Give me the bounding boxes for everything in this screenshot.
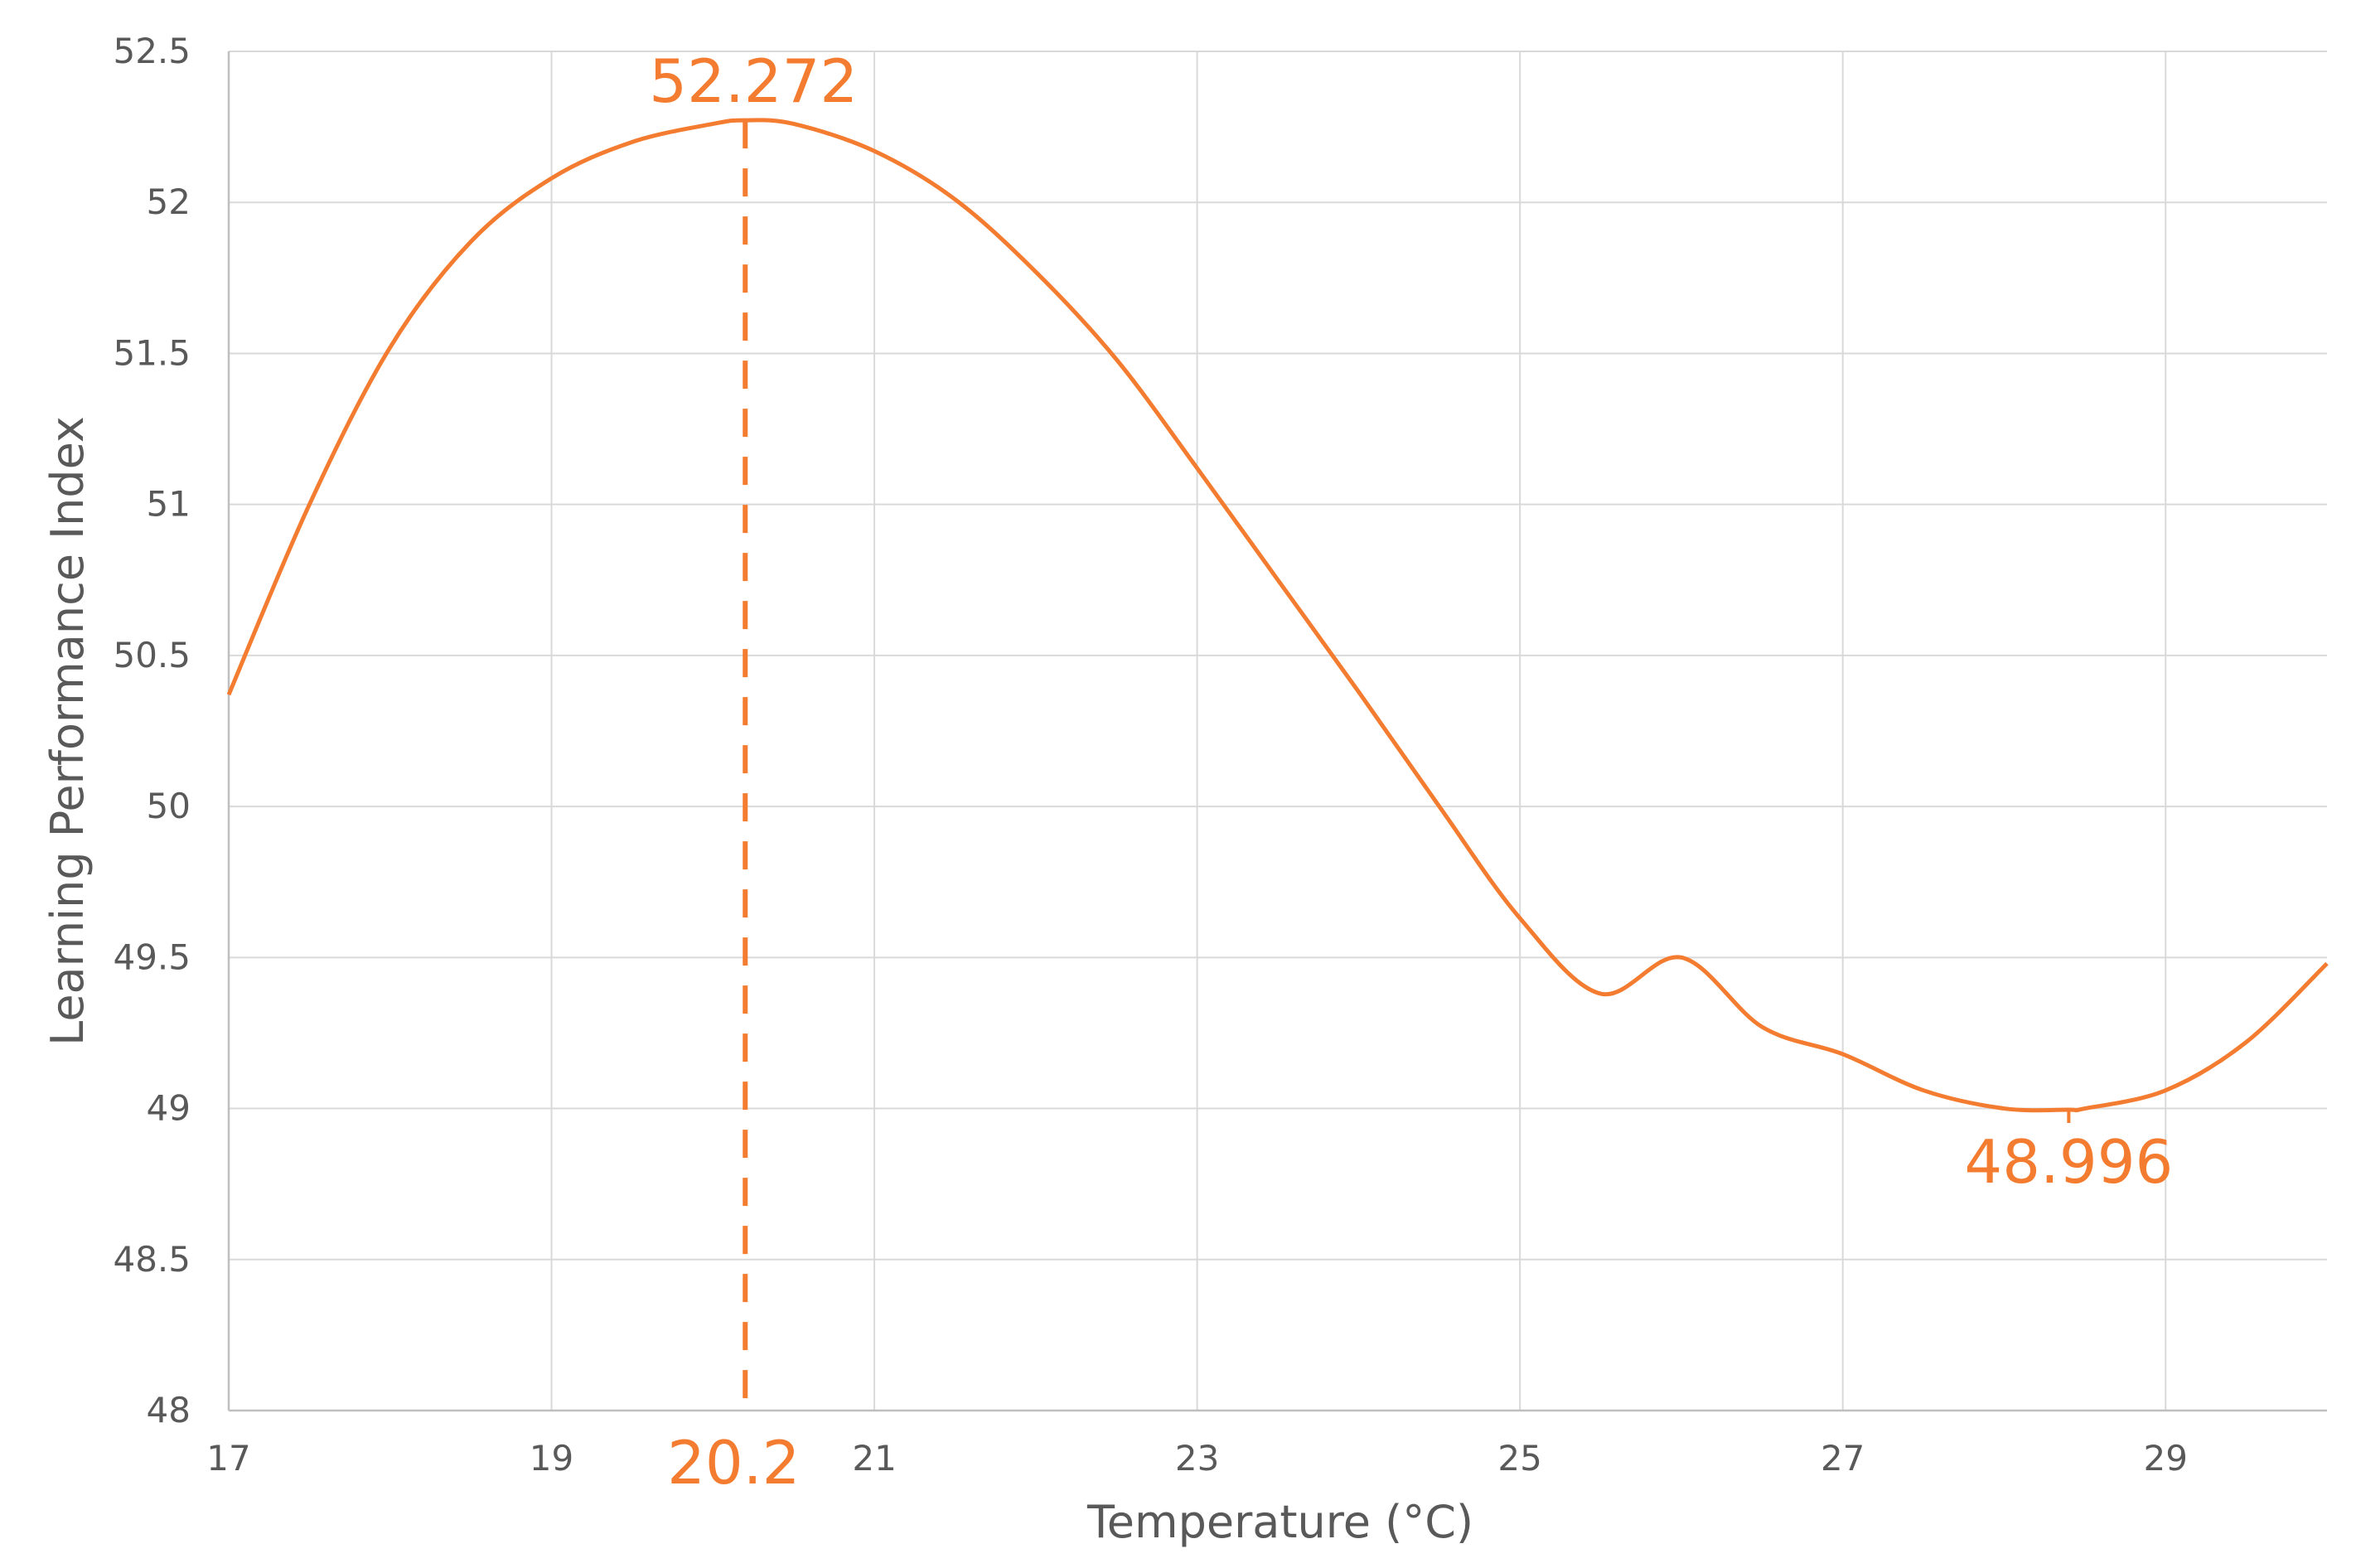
x-tick-label: 23 [1175, 1438, 1219, 1478]
x-tick-label: 25 [1497, 1438, 1541, 1478]
x-tick-label: 19 [530, 1438, 573, 1478]
series [226, 118, 2329, 1113]
x-tick-label: 29 [2144, 1438, 2188, 1478]
y-tick-label: 51.5 [113, 332, 191, 373]
y-tick-label: 51 [147, 484, 191, 525]
series-line [226, 118, 2329, 1113]
y-tick-label: 49 [147, 1088, 191, 1129]
x-axis-title: Temperature (°C) [1086, 1496, 1473, 1548]
grid [227, 51, 2327, 1412]
max-value-label: 52.272 [649, 46, 858, 116]
y-tick-label: 48.5 [113, 1239, 191, 1280]
x-tick-label: 27 [1821, 1438, 1865, 1478]
x-axis-ticks: 17 19 21 23 25 27 29 [206, 1438, 2188, 1478]
y-tick-label: 50 [147, 786, 191, 826]
x-tick-label: 21 [852, 1438, 896, 1478]
y-tick-label: 50.5 [113, 635, 191, 675]
y-tick-label: 52 [147, 181, 191, 222]
annotations: 52.272 20.2 48.996 [649, 46, 2173, 1498]
y-tick-label: 48 [147, 1390, 191, 1430]
y-axis-title: Learning Performance Index [41, 416, 94, 1046]
y-tick-label: 49.5 [113, 936, 191, 977]
y-axis-ticks: 48 48.5 49 49.5 50 50.5 51 51.5 52 52.5 [113, 31, 191, 1430]
min-value-label: 48.996 [1964, 1127, 2173, 1197]
y-tick-label: 52.5 [113, 31, 191, 71]
x-tick-label: 17 [206, 1438, 250, 1478]
max-x-label: 20.2 [667, 1428, 800, 1498]
